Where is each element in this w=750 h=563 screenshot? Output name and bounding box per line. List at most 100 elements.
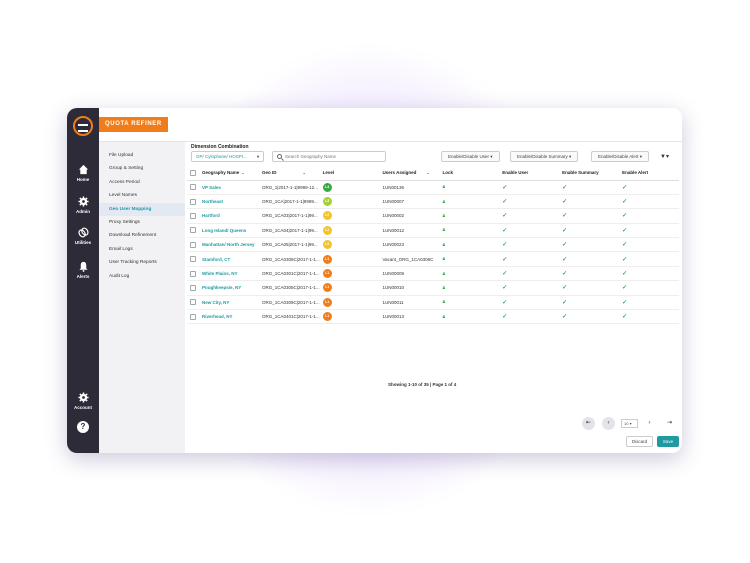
check-icon[interactable]: ✓ — [562, 184, 568, 191]
search-input[interactable]: Search Geography Name — [272, 151, 386, 162]
menu-item-download-refinement[interactable]: Download Refinement — [109, 233, 157, 239]
rail-item-admin[interactable]: Admin — [67, 196, 99, 214]
check-icon[interactable]: ✓ — [622, 242, 628, 249]
row-checkbox[interactable] — [190, 212, 196, 219]
row-checkbox[interactable] — [190, 270, 196, 277]
check-icon[interactable]: ✓ — [502, 299, 508, 306]
check-icon[interactable]: ✓ — [502, 184, 508, 191]
row-checkbox[interactable] — [190, 256, 196, 263]
enable-summary-cell: ✓ — [559, 295, 620, 311]
geography-name-cell[interactable]: Hartford — [198, 208, 259, 224]
row-checkbox[interactable] — [190, 241, 196, 248]
menu-item-level-names[interactable]: Level Names — [109, 193, 137, 199]
first-page-icon[interactable]: ⇤ — [582, 417, 595, 430]
row-checkbox[interactable] — [190, 198, 196, 205]
menu-item-geo-user-mapping[interactable]: Geo User Mapping — [99, 202, 185, 216]
menu-item-audit-log[interactable]: Audit Log — [109, 273, 130, 279]
prev-page-icon[interactable]: ‹ — [602, 417, 615, 430]
row-select-cell — [187, 266, 199, 282]
menu-item-group-setting[interactable]: Group & Setting — [109, 166, 144, 172]
check-icon[interactable]: ✓ — [502, 271, 508, 278]
lock-icon[interactable]: 🔒︎ — [442, 198, 446, 205]
lock-icon[interactable]: 🔒︎ — [442, 241, 446, 248]
row-checkbox[interactable] — [190, 284, 196, 291]
check-icon[interactable]: ✓ — [622, 271, 628, 278]
col-geo-id[interactable]: Geo ID ⌄ — [258, 166, 320, 181]
check-icon[interactable]: ✓ — [562, 271, 568, 278]
check-icon[interactable]: ✓ — [622, 285, 628, 292]
check-icon[interactable]: ✓ — [562, 314, 568, 321]
next-page-icon[interactable]: › — [648, 420, 651, 426]
check-icon[interactable]: ✓ — [562, 213, 568, 220]
menu-item-file-upload[interactable]: File Upload — [109, 153, 134, 158]
check-icon[interactable]: ✓ — [562, 299, 568, 306]
row-checkbox[interactable] — [190, 184, 196, 191]
enable-alert-dropdown[interactable]: Enable/Disable Alert ▾ — [591, 151, 650, 162]
geography-name-cell[interactable]: White Plains, NY — [198, 266, 259, 282]
enable-user-dropdown[interactable]: Enable/Disable User ▾ — [441, 151, 500, 162]
discard-button[interactable]: Discard — [626, 436, 653, 447]
rail-item-alerts[interactable]: Alerts — [67, 261, 99, 279]
select-all-checkbox[interactable] — [190, 169, 196, 176]
check-icon[interactable]: ✓ — [562, 285, 568, 292]
check-icon[interactable]: ✓ — [502, 213, 508, 220]
check-icon[interactable]: ✓ — [562, 256, 568, 263]
check-icon[interactable]: ✓ — [562, 242, 568, 249]
lock-icon[interactable]: 🔒︎ — [442, 256, 446, 263]
menu-item-user-tracking-reports[interactable]: User Tracking Reports — [109, 260, 157, 266]
check-icon[interactable]: ✓ — [622, 299, 628, 306]
chevron-down-icon: ▾ — [569, 154, 572, 159]
level-cell: L3 — [319, 194, 380, 210]
col-users-assigned[interactable]: Users Assigned ⌄ — [379, 166, 440, 181]
lock-icon[interactable]: 🔒︎ — [442, 227, 446, 234]
check-icon[interactable]: ✓ — [562, 199, 568, 206]
save-button[interactable]: Save — [657, 436, 679, 447]
menu-item-email-logs[interactable]: Email Logs — [109, 246, 133, 252]
enable-user-cell: ✓ — [499, 295, 560, 311]
menu-item-access-period[interactable]: Access Period — [109, 179, 140, 185]
check-icon[interactable]: ✓ — [622, 314, 628, 321]
rail-item-utilities[interactable]: Utilities — [67, 227, 99, 245]
check-icon[interactable]: ✓ — [502, 256, 508, 263]
lock-icon[interactable]: 🔒︎ — [442, 299, 446, 306]
lock-icon[interactable]: 🔒︎ — [442, 212, 446, 219]
lock-icon[interactable]: 🔒︎ — [442, 313, 446, 320]
geography-name-cell[interactable]: New City, NY — [198, 295, 259, 311]
per-page-select[interactable]: 10 ▾ — [621, 419, 638, 428]
rail-label-admin: Admin — [76, 209, 90, 214]
row-checkbox[interactable] — [190, 299, 196, 306]
check-icon[interactable]: ✓ — [502, 227, 508, 234]
geography-name-cell[interactable]: Poughkeepsie, NY — [198, 280, 259, 296]
lock-icon[interactable]: 🔒︎ — [442, 184, 446, 191]
row-checkbox[interactable] — [190, 227, 196, 234]
lock-icon[interactable]: 🔒︎ — [442, 270, 446, 277]
rail-item-home[interactable]: Home — [67, 164, 99, 182]
check-icon[interactable]: ✓ — [622, 199, 628, 206]
help-icon[interactable]: ? — [77, 421, 89, 433]
rail-item-account[interactable]: Account — [67, 392, 99, 410]
dimension-select[interactable]: GP/ Cylophane/ HOSPI... ▼ — [191, 151, 264, 162]
check-icon[interactable]: ✓ — [622, 184, 628, 191]
check-icon[interactable]: ✓ — [562, 227, 568, 234]
geography-name-cell[interactable]: Stamford, CT — [198, 251, 259, 267]
geography-name-cell[interactable]: Manhattan/ North Jersey — [198, 237, 259, 253]
geography-name-cell[interactable]: Northeast — [198, 194, 259, 210]
menu-item-proxy-settings[interactable]: Proxy Settings — [109, 219, 140, 225]
check-icon[interactable]: ✓ — [502, 314, 508, 321]
check-icon[interactable]: ✓ — [622, 256, 628, 263]
check-icon[interactable]: ✓ — [502, 199, 508, 206]
filter-icon[interactable]: ▼▾ — [660, 154, 669, 160]
level-cell: L1 — [319, 251, 380, 267]
check-icon[interactable]: ✓ — [502, 285, 508, 292]
check-icon[interactable]: ✓ — [622, 227, 628, 234]
check-icon[interactable]: ✓ — [622, 213, 628, 220]
geography-name-cell[interactable]: VP Sales — [198, 180, 259, 195]
enable-summary-dropdown[interactable]: Enable/Disable Summary ▾ — [510, 151, 579, 162]
check-icon[interactable]: ✓ — [502, 242, 508, 249]
col-geography-name[interactable]: Geography Name ⌄ — [198, 166, 259, 181]
lock-icon[interactable]: 🔒︎ — [442, 284, 446, 291]
geography-name-cell[interactable]: Long Island/ Queens — [198, 223, 259, 239]
row-checkbox[interactable] — [190, 313, 196, 320]
geography-name-cell[interactable]: Riverhead, NY — [198, 309, 259, 325]
last-page-icon[interactable]: ⇥ — [666, 420, 673, 426]
